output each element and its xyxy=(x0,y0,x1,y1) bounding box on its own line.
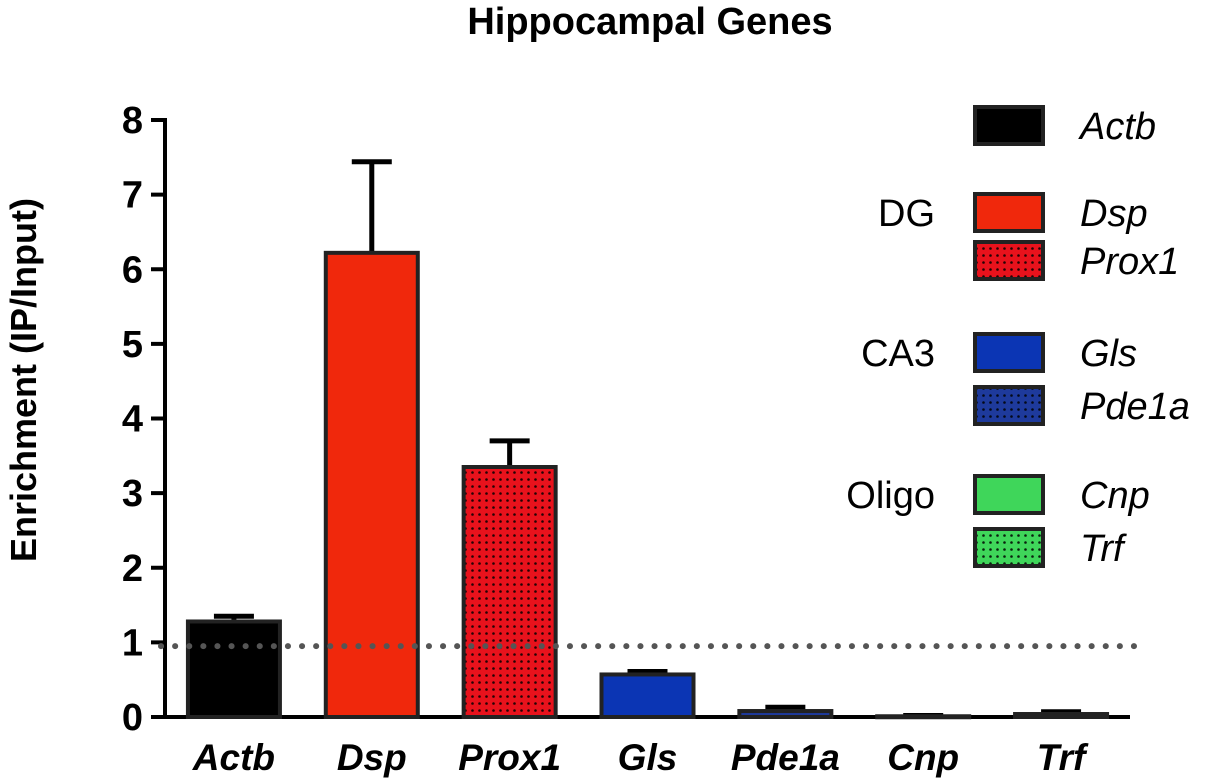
x-tick-label: Dsp xyxy=(337,737,407,778)
x-tick-label: Actb xyxy=(192,737,275,778)
legend-label: Trf xyxy=(1080,528,1127,570)
legend-swatch xyxy=(973,332,1045,373)
legend-group-label: Oligo xyxy=(846,475,935,517)
legend-swatch xyxy=(973,527,1045,568)
legend-label: Prox1 xyxy=(1080,241,1179,283)
y-tick-label: 3 xyxy=(122,473,143,515)
bar-cnp xyxy=(875,714,972,720)
legend-swatch xyxy=(973,474,1045,515)
x-tick-label: Trf xyxy=(1037,737,1089,778)
legend-label: Gls xyxy=(1080,333,1137,375)
bar-actb xyxy=(185,619,282,719)
bar-trf xyxy=(1013,712,1110,720)
chart-title: Hippocampal Genes xyxy=(467,1,832,43)
bar-pde1a xyxy=(737,709,834,720)
y-tick-label: 2 xyxy=(122,548,143,590)
legend: Actb Dsp DG Prox1 Gls CA3 Pde1a Cnp Oligo Trf xyxy=(846,105,1190,570)
legend-group-label: CA3 xyxy=(861,333,935,375)
legend-swatch xyxy=(973,105,1045,146)
y-tick-label: 1 xyxy=(122,622,143,664)
x-tick-label: Prox1 xyxy=(458,737,561,778)
legend-label: Actb xyxy=(1078,106,1156,148)
y-tick-label: 4 xyxy=(122,399,143,441)
plot-area: 0 1 2 3 4 5 6 7 8 Actb Dsp Prox1 Gls Pde1a Cnp Trf xyxy=(122,100,1145,778)
x-tick-label: Pde1a xyxy=(731,737,840,778)
legend-label: Pde1a xyxy=(1080,386,1190,428)
x-tick-label: Gls xyxy=(618,737,678,778)
y-axis-label: Enrichment (IP/Input) xyxy=(3,198,44,562)
bar-gls xyxy=(599,672,696,719)
y-tick-label: 6 xyxy=(122,249,143,291)
y-tick-label: 5 xyxy=(122,324,143,366)
x-tick-label: Cnp xyxy=(887,737,959,778)
y-tick-label: 0 xyxy=(122,697,143,739)
legend-swatch xyxy=(973,385,1045,426)
y-tick-label: 7 xyxy=(122,175,143,217)
bar-prox1 xyxy=(461,465,558,719)
legend-swatch xyxy=(973,240,1045,281)
bar-dsp xyxy=(323,250,420,720)
legend-label: Cnp xyxy=(1080,475,1150,517)
legend-label: Dsp xyxy=(1080,193,1148,235)
legend-swatch xyxy=(973,192,1045,233)
y-tick-label: 8 xyxy=(122,100,143,142)
legend-group-label: DG xyxy=(878,193,935,235)
